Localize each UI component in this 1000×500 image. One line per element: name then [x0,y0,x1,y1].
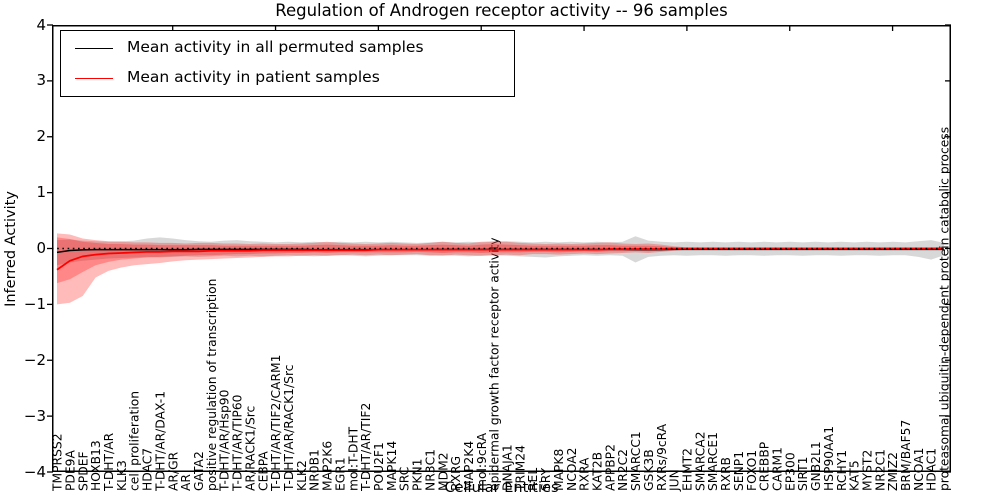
x-tick-label: T-DHT/AR/TIF2/CARM1 [269,355,283,492]
patient-line-swatch [75,78,113,79]
legend: Mean activity in all permuted samples Me… [60,30,515,97]
x-tick-label: MYST2 [860,450,874,491]
x-tick-label: MAP2K6 [321,441,335,491]
x-tick-label: JUN [668,469,682,492]
x-tick-label: NR3C1 [423,449,437,491]
x-tick-label: KAT5 [848,460,862,491]
x-tick-label: RXRB [719,457,733,491]
patient-samples-range-outer [57,233,944,305]
x-tick-label: T-DHT/AR [102,432,116,492]
y-tick-label: 4 [36,15,46,34]
x-tick-label: HDAC1 [925,448,939,491]
y-tick-label: −1 [23,294,46,313]
permuted-line-swatch [75,48,113,49]
x-tick-label: NR2C1 [873,449,887,491]
x-tick-label: KLK3 [115,460,129,491]
x-tick-label: KLK2 [295,460,309,491]
x-tick-label: HOXB13 [89,440,103,491]
x-tick-label: T-DHT/AR/TIP60 [231,395,245,493]
x-tick-label: REL [526,468,540,491]
x-tick-label: HSP90AA1 [822,426,836,491]
x-tick-label: GNB2L1 [809,441,823,491]
x-tick-label: EGR1 [333,457,347,491]
x-tick-label: MAPK8 [552,449,566,491]
x-tick-label: MAP2K4 [462,441,476,491]
x-tick-label: BRM/BAF57 [899,420,913,491]
y-tick-label: −2 [23,350,46,369]
x-tick-label: POU2F1 [372,442,386,491]
x-tick-label: T-DHT/AR/Hsp90 [218,390,232,492]
x-tick-label: TRIM24 [513,445,527,492]
x-tick-label: SMARCE1 [706,432,720,491]
x-tick-label: cell proliferation [128,391,142,491]
y-tick-label: 1 [36,183,46,202]
legend-entry-permuted: Mean activity in all permuted samples [61,34,514,64]
x-tick-label: APPBP2 [603,444,617,491]
plot-area: TMPRSS2PDE9ASPDEFHOXB13T-DHT/ARKLK3cell … [47,24,952,492]
x-tick-label: SMARCA2 [693,431,707,491]
x-tick-label: FOXO1 [745,450,759,491]
x-tick-label: PDE9A [63,450,77,491]
x-tick-label: GSK3B [642,449,656,491]
x-tick-label: NR2C2 [616,449,630,491]
x-tick-label: mol:T-DHT [346,426,360,491]
x-tick-label: EHMT2 [681,448,695,491]
x-tick-label: HDAC7 [141,448,155,491]
x-tick-label: RXRG [449,456,463,491]
axis-ticks [47,24,951,473]
x-tick-label: CARM1 [770,447,784,491]
x-tick-label: PKN1 [411,458,425,491]
x-tick-label: RCHY1 [835,450,849,491]
permuted-samples-range [57,236,944,266]
x-tick-label: TMPRSS2 [51,433,65,492]
x-tick-label: NCOA1 [912,448,926,491]
x-tick-label: SRC [398,467,412,491]
x-tick-label: AR/RACK1/Src [243,406,257,491]
x-tick-label: NR0B1 [308,449,322,491]
x-tick-label: T-DHT/AR/RACK1/Src [282,365,296,493]
x-tick-label: RXRA [578,457,592,491]
y-tick-label: −4 [23,462,46,481]
x-tick-label: T-DHT/AR/DAX-1 [153,391,167,492]
x-tick-label: proteasomal ubiquitin-dependent protein … [938,127,952,491]
chart-title: Regulation of Androgen receptor activity… [275,1,728,20]
x-tick-labels: TMPRSS2PDE9ASPDEFHOXB13T-DHT/ARKLK3cell … [51,127,952,492]
x-tick-label: CREBBP [758,442,772,491]
x-tick-label: epidermal growth factor receptor activit… [488,237,502,491]
x-tick-label: AR [179,474,193,491]
y-tick-label: 3 [36,71,46,90]
legend-entry-patient: Mean activity in patient samples [61,64,514,94]
y-tick-label: 0 [36,239,46,257]
x-tick-label: NCOA2 [565,448,579,491]
y-tick-label: −3 [23,406,46,425]
x-tick-label: RXRs/9cRA [655,423,669,491]
x-tick-label: T-DHT/AR/TIF2 [359,403,373,492]
x-tick-label: mol:9cRA [475,432,489,491]
x-tick-label: SRY [539,467,553,491]
x-tick-label: SIRT1 [796,457,810,491]
legend-label-patient: Mean activity in patient samples [127,68,380,86]
x-tick-label: MAPK14 [385,441,399,491]
x-tick-label: DNAJA1 [501,444,515,491]
x-tick-label: SMARCC1 [629,431,643,491]
y-tick-label: 2 [36,127,46,146]
x-axis-label: Cellular Entities [444,480,559,496]
legend-label-permuted: Mean activity in all permuted samples [127,38,424,56]
x-tick-label: positive regulation of transcription [205,279,219,491]
